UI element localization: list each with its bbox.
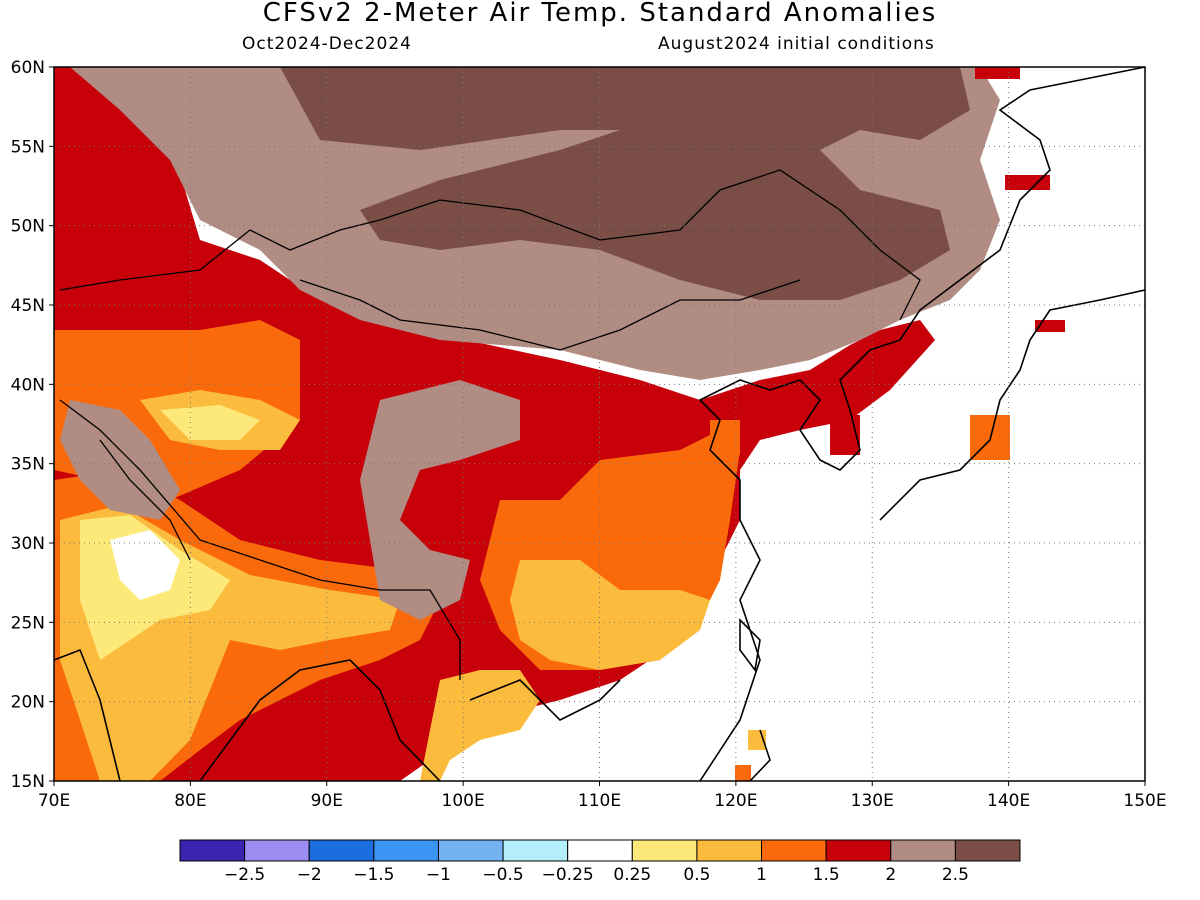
colorbar-swatch xyxy=(567,839,633,862)
anomaly-region-2p5-tibet xyxy=(60,400,180,520)
colorbar-swatch xyxy=(502,839,569,862)
colorbar-swatch xyxy=(631,839,698,862)
colorbar-swatch xyxy=(954,839,1021,862)
axis-ticks: 70E 80E 90E 100E 110E 120E 130E 140E 150E 15N 20N 2… xyxy=(11,58,1167,811)
philippines-cell-2 xyxy=(735,765,751,781)
colorbar-label: 2 xyxy=(885,865,896,885)
lon-tick-label: 100E xyxy=(442,791,485,811)
anomaly-fields xyxy=(54,67,1145,781)
initial-conditions: August2024 initial conditions xyxy=(658,34,935,54)
lat-tick-label: 45N xyxy=(11,296,45,316)
chart-title: CFSv2 2-Meter Air Temp. Standard Anomali… xyxy=(262,0,938,28)
lon-tick-label: 70E xyxy=(38,791,70,811)
colorbar-label: 1 xyxy=(756,865,767,885)
forecast-period: Oct2024-Dec2024 xyxy=(242,34,412,54)
korea-cell xyxy=(830,415,860,455)
lon-tick-label: 110E xyxy=(578,791,621,811)
lat-tick-label: 60N xyxy=(11,58,45,78)
lon-tick-label: 150E xyxy=(1123,791,1166,811)
colorbar: −2.5 −2 −1.5 −1 −0.5 −0.25 0.25 0.5 1 1.5 2 2.5 xyxy=(179,839,1021,885)
anomaly-region-0p5-tibet xyxy=(160,405,260,440)
colorbar-label: −1.5 xyxy=(353,865,394,885)
colorbar-swatch xyxy=(437,839,504,862)
colorbar-swatch xyxy=(308,839,375,862)
colorbar-swatch xyxy=(761,839,827,862)
colorbar-label: −0.25 xyxy=(542,865,594,885)
lon-tick-label: 140E xyxy=(987,791,1030,811)
lon-tick-label: 130E xyxy=(851,791,894,811)
anomaly-region-1-china xyxy=(510,560,710,670)
lat-tick-label: 50N xyxy=(11,217,45,237)
colorbar-label: 0.25 xyxy=(613,865,651,885)
colorbar-label: 2.5 xyxy=(942,865,969,885)
lat-tick-label: 20N xyxy=(11,693,45,713)
lon-tick-label: 90E xyxy=(311,791,343,811)
lat-tick-label: 35N xyxy=(11,455,45,475)
colorbar-label: −2 xyxy=(297,865,322,885)
colorbar-swatch xyxy=(244,839,310,862)
colorbar-label: −1 xyxy=(426,865,451,885)
colorbar-label: −2.5 xyxy=(224,865,265,885)
anomaly-region-top-north xyxy=(280,67,970,300)
lat-tick-label: 15N xyxy=(11,772,45,792)
lon-tick-label: 120E xyxy=(714,791,757,811)
colorbar-swatch xyxy=(825,839,892,862)
graticule xyxy=(54,67,1145,781)
lat-tick-label: 25N xyxy=(11,613,45,633)
lon-tick-label: 80E xyxy=(174,791,206,811)
lat-tick-label: 40N xyxy=(11,375,45,395)
anomaly-region-white-india xyxy=(110,530,180,600)
colorbar-label: −0.5 xyxy=(482,865,523,885)
colorbar-swatch xyxy=(696,839,763,862)
colorbar-swatch xyxy=(373,839,439,862)
colorbar-swatch xyxy=(890,839,956,862)
hokkaido-cell xyxy=(1035,320,1065,332)
colorbar-label: 1.5 xyxy=(813,865,840,885)
colorbar-swatch xyxy=(179,839,246,862)
colorbar-label: 0.5 xyxy=(683,865,710,885)
lat-tick-label: 30N xyxy=(11,534,45,554)
anomaly-region-2p5-china xyxy=(360,380,520,620)
sakhalin-cell xyxy=(1005,175,1050,190)
okhotsk-cell xyxy=(975,67,1020,79)
anomaly-region-1-indochina xyxy=(420,670,540,781)
lat-tick-label: 55N xyxy=(11,137,45,157)
country-borders xyxy=(59,169,921,680)
